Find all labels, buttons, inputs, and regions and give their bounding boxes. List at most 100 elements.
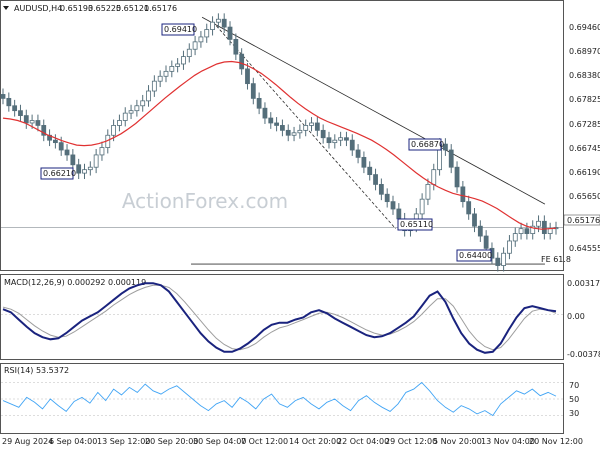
candle [280,119,285,137]
x-tick: 29 Oct 12:00 [385,437,437,446]
candle [320,124,326,144]
ohlc-low: 0.65121 [116,4,149,13]
candle [349,134,355,156]
x-tick: 7 Oct 12:00 [241,437,288,446]
candle [140,94,146,112]
candle [99,141,105,161]
x-tick: 20 Nov 12:00 [529,437,583,446]
macd-panel-frame [0,274,564,360]
candle-body [35,120,41,126]
current-price-badge [563,214,600,226]
candle [117,114,122,132]
candle [512,227,518,247]
candle-body [128,110,134,114]
candle [256,92,262,115]
y-tick: 0.64555 [569,244,600,253]
macd-y-tick: 0.00 [567,312,585,321]
candle-body [163,70,169,77]
candle-body [338,137,344,141]
price-label-box [40,167,74,180]
candle [297,124,303,139]
candle-body [233,38,239,55]
candle [361,151,367,174]
candle [146,85,151,107]
candle [204,23,210,43]
candle [448,144,454,174]
candle [326,131,332,149]
candle-body [215,18,221,23]
rsi-y-tick: 70 [569,381,579,390]
candle [384,188,390,208]
price-y-axis: 0.69460 0.68970 0.68380 0.67825 0.67285 … [563,23,600,253]
candle [518,222,524,240]
candle [344,131,349,147]
candle [524,222,530,240]
price-label-box [161,23,195,36]
candle [239,48,245,75]
candle [442,138,448,156]
candle [466,195,472,220]
candle-body [58,142,64,151]
candle-body [384,193,390,203]
candle-body [111,125,116,136]
candle [501,247,507,272]
candle-body [326,137,332,144]
candle-body [431,169,437,185]
rsi-plot-area [1,381,563,417]
candle [35,114,41,132]
current-price-label: 0.65176 [567,216,600,225]
candle-body [303,125,309,131]
candle [186,43,192,63]
candle-body [82,169,87,174]
candle [18,104,23,122]
candle [0,88,6,105]
candle-body [6,97,12,107]
x-tick: 6 Sep 04:00 [49,437,97,446]
x-tick: 20 Sep 20:00 [145,437,198,446]
candle-body [314,122,320,131]
macd-y-tick: -0.00378 [567,350,600,359]
candle-body [99,147,105,156]
candle-body [181,56,186,65]
macd-title: MACD(12,26,9) 0.000292 0.000119 [4,278,146,287]
candle [477,220,483,242]
candle-body [250,83,256,99]
watermark: ActionForex.com [122,189,288,213]
candle-body [285,129,291,136]
candle-body [541,220,547,234]
candle [274,117,279,132]
candle-body [221,18,227,28]
macd-signal-line [2,284,557,351]
candle-body [507,240,512,254]
collapse-triangle-icon[interactable] [3,6,9,10]
candle [262,102,268,124]
x-tick: 22 Oct 04:00 [337,437,389,446]
candle-body [274,122,279,126]
candle-body [297,129,303,134]
candle-body [378,184,384,195]
y-tick: 0.69460 [569,23,600,32]
candle-body [204,29,210,38]
y-tick: 0.68380 [569,71,600,80]
candle-body [547,228,553,234]
candle [495,252,501,272]
macd-y-tick: 0.003175 [567,279,600,288]
candle [169,60,175,78]
candle-body [70,154,76,166]
price-label-nov-high: 0.66870 [411,140,444,149]
candle-body [536,220,541,227]
candle [41,119,47,142]
x-tick: 14 Oct 20:00 [289,437,341,446]
candle-body [466,201,472,215]
candle [82,163,87,180]
candle-body [210,21,215,30]
candle-body [122,112,128,121]
candle [181,50,186,70]
candle [87,161,93,176]
candle-body [76,164,82,174]
candle-body [134,105,140,112]
candle [93,149,99,174]
x-tick: 29 Aug 2024 [2,437,53,446]
rsi-panel-frame [0,363,564,434]
candle-body [501,252,507,266]
